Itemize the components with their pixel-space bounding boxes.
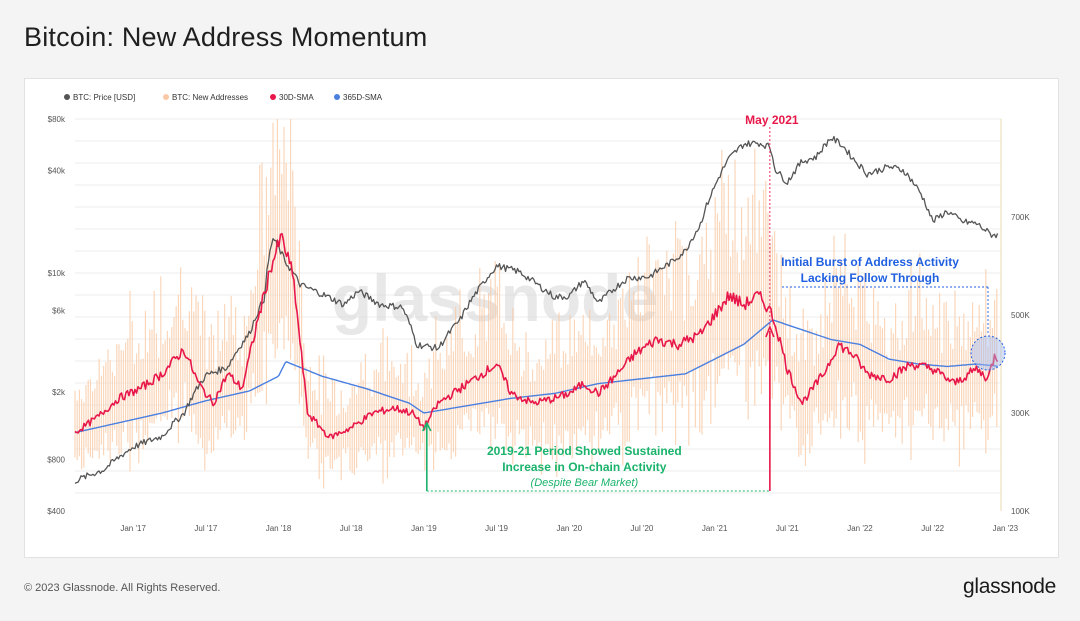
burst-label-line2: Lacking Follow Through (801, 271, 940, 285)
legend: BTC: Price [USD] BTC: New Addresses 30D-SM… (64, 93, 383, 102)
legend-marker (270, 94, 276, 100)
y-left-tick-label: $10k (48, 269, 66, 278)
legend-marker (64, 94, 70, 100)
btc-price-line (74, 135, 999, 484)
y-left-tick-label: $80k (48, 115, 66, 124)
x-tick-label: Jan '18 (266, 524, 292, 533)
y-right-tick-label: 100K (1011, 507, 1030, 516)
y-right-tick-label: 500K (1011, 311, 1030, 320)
y-left-tick-label: $800 (47, 456, 65, 465)
x-tick-label: Jan '22 (847, 524, 873, 533)
legend-label: BTC: Price [USD] (73, 93, 135, 102)
page-title: Bitcoin: New Address Momentum (24, 22, 428, 52)
legend-marker (334, 94, 340, 100)
y-left-tick-label: $2k (52, 388, 66, 397)
x-tick-label: Jan '19 (411, 524, 437, 533)
period-label-line1: 2019-21 Period Showed Sustained (487, 444, 682, 458)
axes: $400 $800 $2k $6k $10k $40k $80k 100K 300K 500K 70… (47, 115, 1030, 533)
x-tick-label: Jan '17 (120, 524, 146, 533)
x-tick-label: Jul '21 (776, 524, 799, 533)
period-label-line3: (Despite Bear Market) (531, 477, 639, 489)
365d-sma-line (74, 319, 998, 434)
y-left-tick-label: $400 (47, 507, 65, 516)
y-left-tick-label: $40k (48, 166, 66, 175)
burst-highlight-circle (970, 335, 1006, 371)
x-tick-label: Jan '21 (702, 524, 728, 533)
30d-sma-line (74, 232, 999, 440)
x-tick-label: Jul '19 (485, 524, 508, 533)
annotations: May 2021 2019-21 Period Showed Sustained I… (422, 113, 1006, 492)
x-tick-label: Jul '22 (921, 524, 944, 533)
legend-label: BTC: New Addresses (172, 93, 248, 102)
may-2021-arrowhead (765, 324, 775, 338)
burst-label-line1: Initial Burst of Address Activity (781, 255, 959, 269)
x-tick-label: Jul '20 (631, 524, 654, 533)
x-tick-label: Jan '23 (993, 524, 1019, 533)
new-addresses-series (74, 119, 998, 489)
brand-logo: glassnode (962, 575, 1056, 598)
legend-label: 30D-SMA (279, 93, 314, 102)
chart-svg[interactable]: glassnode $400$800$2k$6k$10k$40k$80k100K… (25, 79, 1058, 557)
copyright-footer: © 2023 Glassnode. All Rights Reserved. (24, 582, 221, 594)
may-2021-label: May 2021 (745, 113, 799, 127)
line-series (74, 135, 999, 484)
x-tick-label: Jul '17 (194, 524, 217, 533)
y-left-tick-label: $6k (52, 307, 66, 316)
period-label-line2: Increase in On-chain Activity (502, 460, 667, 474)
y-right-tick-label: 300K (1011, 409, 1030, 418)
legend-marker (163, 94, 169, 100)
x-tick-label: Jul '18 (340, 524, 363, 533)
x-tick-label: Jan '20 (556, 524, 582, 533)
period-arrowhead (422, 421, 432, 432)
chart-panel: glassnode $400$800$2k$6k$10k$40k$80k100K… (24, 78, 1059, 558)
y-right-tick-label: 700K (1011, 213, 1030, 222)
legend-label: 365D-SMA (343, 93, 383, 102)
